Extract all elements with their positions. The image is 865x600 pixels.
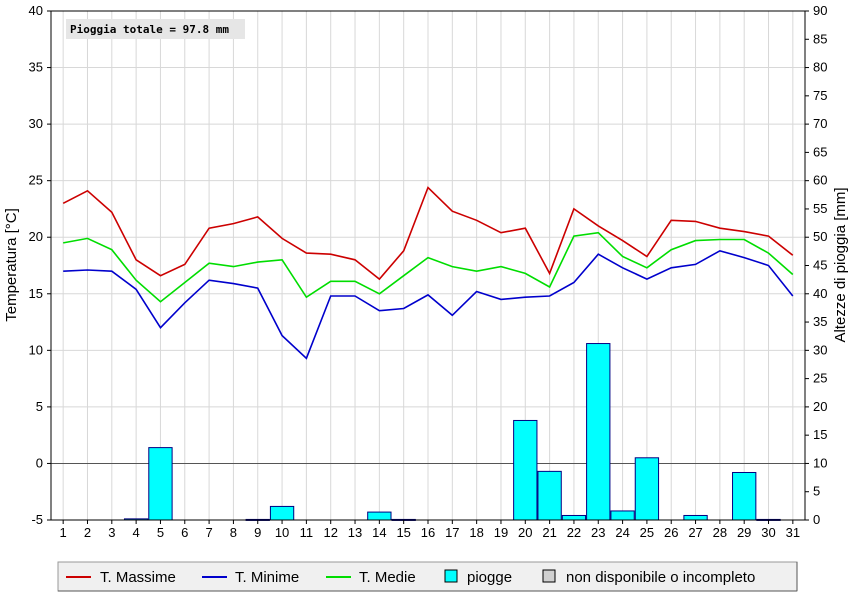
x-tick-label: 12 bbox=[323, 525, 337, 540]
x-tick-label: 11 bbox=[300, 525, 314, 540]
legend-label-rain: piogge bbox=[467, 569, 512, 586]
right-tick-label: 15 bbox=[813, 427, 827, 442]
x-tick-label: 5 bbox=[157, 525, 164, 540]
left-tick-label: 35 bbox=[29, 60, 43, 75]
right-tick-label: 80 bbox=[813, 60, 827, 75]
left-tick-label: 20 bbox=[29, 229, 43, 244]
rain-bar bbox=[269, 505, 295, 521]
x-tick-label: 13 bbox=[348, 525, 362, 540]
right-tick-label: 30 bbox=[813, 342, 827, 357]
right-tick-label: 20 bbox=[813, 399, 827, 414]
right-tick-label: 45 bbox=[813, 258, 827, 273]
x-tick-label: 2 bbox=[84, 525, 91, 540]
right-tick-label: 75 bbox=[813, 88, 827, 103]
x-tick-label: 29 bbox=[737, 525, 751, 540]
x-tick-label: 4 bbox=[133, 525, 140, 540]
right-tick-label: 10 bbox=[813, 455, 827, 470]
x-tick-label: 30 bbox=[761, 525, 775, 540]
right-tick-label: 65 bbox=[813, 144, 827, 159]
rain-bar bbox=[586, 343, 611, 521]
series-line-t-minime bbox=[63, 249, 794, 360]
x-tick-label: 26 bbox=[664, 525, 678, 540]
total-rain-annotation: Pioggia totale = 97.8 mm bbox=[66, 19, 245, 39]
series-line-t-medie bbox=[63, 231, 794, 303]
left-tick-label: 40 bbox=[29, 3, 43, 18]
rain-bar bbox=[683, 514, 708, 521]
legend-label-na: non disponibile o incompleto bbox=[566, 569, 755, 586]
x-tick-label: 8 bbox=[230, 525, 237, 540]
right-tick-label: 5 bbox=[813, 484, 820, 499]
x-tick-label: 10 bbox=[275, 525, 289, 540]
legend-swatch-rain bbox=[444, 569, 458, 583]
left-tick-label: 30 bbox=[29, 116, 43, 131]
x-tick-label: 6 bbox=[181, 525, 188, 540]
left-axis-ticks: -5 0 5 10 15 20 25 30 35 40 bbox=[29, 3, 51, 527]
series-line-t-massime bbox=[62, 186, 794, 281]
left-tick-label: 25 bbox=[29, 173, 43, 188]
x-tick-label: 19 bbox=[494, 525, 508, 540]
left-axis-title: Temperatura [°C] bbox=[3, 208, 20, 322]
right-tick-label: 25 bbox=[813, 371, 827, 386]
right-tick-label: 85 bbox=[813, 31, 827, 46]
right-tick-label: 0 bbox=[813, 512, 820, 527]
right-tick-label: 90 bbox=[813, 3, 827, 18]
rain-bar bbox=[537, 470, 562, 521]
right-axis-ticks: 0 5 10 15 20 25 30 35 40 45 50 55 60 65 70 75 80 85 90 bbox=[805, 3, 827, 527]
left-tick-label: 0 bbox=[36, 455, 43, 470]
x-tick-label: 25 bbox=[640, 525, 654, 540]
rain-bar bbox=[634, 457, 660, 521]
x-tick-label: 17 bbox=[445, 525, 459, 540]
legend-label-min: T. Minime bbox=[235, 569, 299, 586]
left-tick-label: 5 bbox=[36, 399, 43, 414]
right-axis-title: Altezze di pioggia [mm] bbox=[832, 187, 849, 342]
x-tick-label: 27 bbox=[688, 525, 702, 540]
right-tick-label: 55 bbox=[813, 201, 827, 216]
left-tick-label: 15 bbox=[29, 286, 43, 301]
legend-label-max: T. Massime bbox=[100, 569, 176, 586]
right-tick-label: 60 bbox=[813, 173, 827, 188]
left-tick-label: 10 bbox=[29, 342, 43, 357]
x-tick-label: 24 bbox=[615, 525, 629, 540]
x-tick-label: 23 bbox=[591, 525, 605, 540]
x-tick-label: 15 bbox=[396, 525, 410, 540]
x-tick-label: 31 bbox=[786, 525, 800, 540]
x-tick-label: 9 bbox=[254, 525, 261, 540]
legend: T. Massime T. Minime T. Medie piogge non… bbox=[57, 561, 798, 592]
right-tick-label: 70 bbox=[813, 116, 827, 131]
x-tick-label: 1 bbox=[60, 525, 67, 540]
rain-bar bbox=[561, 514, 587, 521]
right-tick-label: 50 bbox=[813, 229, 827, 244]
rain-bar bbox=[610, 510, 635, 521]
right-tick-label: 40 bbox=[813, 286, 827, 301]
rain-bar bbox=[148, 447, 173, 521]
rain-bar bbox=[367, 511, 392, 521]
legend-label-mean: T. Medie bbox=[359, 569, 416, 586]
x-tick-label: 28 bbox=[713, 525, 727, 540]
legend-swatch-na bbox=[542, 569, 556, 583]
x-tick-label: 16 bbox=[421, 525, 435, 540]
right-tick-label: 35 bbox=[813, 314, 827, 329]
legend-box bbox=[57, 561, 798, 592]
x-axis-ticks: 1 2 3 4 5 6 7 8 9 10 11 12 13 14 15 16 17 18 19 20 21 22 23 24 2… bbox=[60, 520, 800, 540]
rain-bar bbox=[732, 471, 757, 521]
x-tick-label: 3 bbox=[108, 525, 115, 540]
total-rain-text: Pioggia totale = 97.8 mm bbox=[70, 23, 229, 36]
x-tick-label: 7 bbox=[205, 525, 212, 540]
x-tick-label: 14 bbox=[372, 525, 386, 540]
x-tick-label: 18 bbox=[469, 525, 483, 540]
x-tick-label: 21 bbox=[542, 525, 556, 540]
left-tick-label: -5 bbox=[31, 512, 43, 527]
x-tick-label: 20 bbox=[518, 525, 532, 540]
x-tick-label: 22 bbox=[567, 525, 581, 540]
rain-bar bbox=[513, 419, 538, 521]
temperature-lines bbox=[62, 186, 794, 360]
